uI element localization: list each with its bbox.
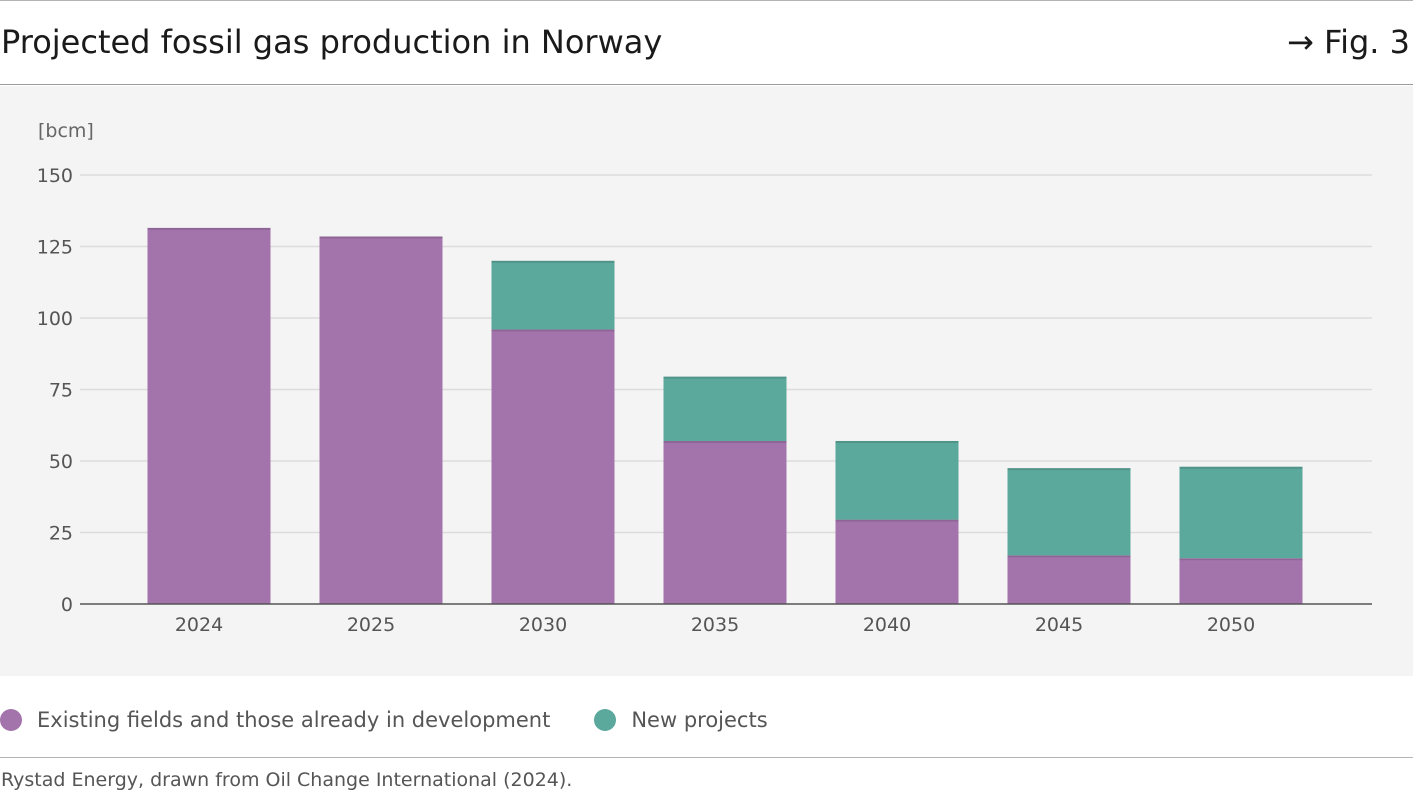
legend: Existing fields and those already in dev… (0, 703, 812, 737)
stacked-bar-chart: [bcm] 0 25 50 75 100 125 150 2024 2025 2030 2035 204… (37, 120, 1372, 636)
bar-2045-existing (1007, 555, 1131, 604)
axes: [bcm] 0 25 50 75 100 125 150 2024 2025 2030 2035 204… (37, 120, 1372, 636)
bar-2035-existing (663, 440, 787, 604)
figure-reference: → Fig. 3 (1287, 23, 1410, 61)
bars (147, 227, 1303, 605)
x-tick-label-2025: 2025 (347, 614, 395, 636)
x-tick-label-2040: 2040 (863, 614, 911, 636)
x-tick-label-2024: 2024 (175, 614, 223, 636)
y-tick-label-125: 125 (37, 237, 73, 259)
y-tick-label-150: 150 (37, 165, 73, 187)
legend-label-existing: Existing fields and those already in dev… (37, 708, 551, 732)
plot-panel: [bcm] 0 25 50 75 100 125 150 2024 2025 2030 2035 204… (0, 86, 1413, 676)
bar-2024-existing (147, 227, 271, 604)
bar-2045-new-projects (1007, 468, 1131, 556)
bar-2050-existing (1179, 558, 1303, 604)
bar-2030-existing (491, 329, 615, 604)
source-note: Rystad Energy, drawn from Oil Change Int… (1, 769, 573, 791)
legend-label-new-projects: New projects (631, 708, 768, 732)
legend-dot-new-projects (594, 709, 617, 731)
legend-item-new-projects: New projects (594, 708, 768, 732)
legend-item-existing: Existing fields and those already in dev… (0, 708, 550, 732)
y-axis-unit-label: [bcm] (38, 120, 94, 142)
x-tick-label-2050: 2050 (1207, 614, 1255, 636)
x-tick-label-2045: 2045 (1035, 614, 1083, 636)
y-tick-label-0: 0 (61, 594, 73, 616)
top-rule (0, 0, 1413, 1)
bottom-rule (0, 757, 1413, 758)
bar-2030-new-projects (491, 260, 615, 330)
bar-2050-new-projects (1179, 466, 1303, 559)
y-tick-label-75: 75 (49, 380, 73, 402)
y-tick-label-100: 100 (37, 308, 73, 330)
bar-2040-existing (835, 519, 959, 604)
x-tick-label-2035: 2035 (691, 614, 739, 636)
chart-title: Projected fossil gas production in Norwa… (1, 23, 663, 61)
bar-2040-new-projects (835, 440, 959, 520)
gridlines (80, 174, 1372, 534)
y-tick-label-50: 50 (49, 451, 73, 473)
bar-2025-existing (319, 236, 443, 605)
y-tick-label-25: 25 (49, 523, 73, 545)
bar-2035-new-projects (663, 376, 787, 441)
legend-dot-existing (0, 709, 22, 731)
figure-header: Projected fossil gas production in Norwa… (0, 1, 1413, 85)
x-tick-label-2030: 2030 (519, 614, 567, 636)
